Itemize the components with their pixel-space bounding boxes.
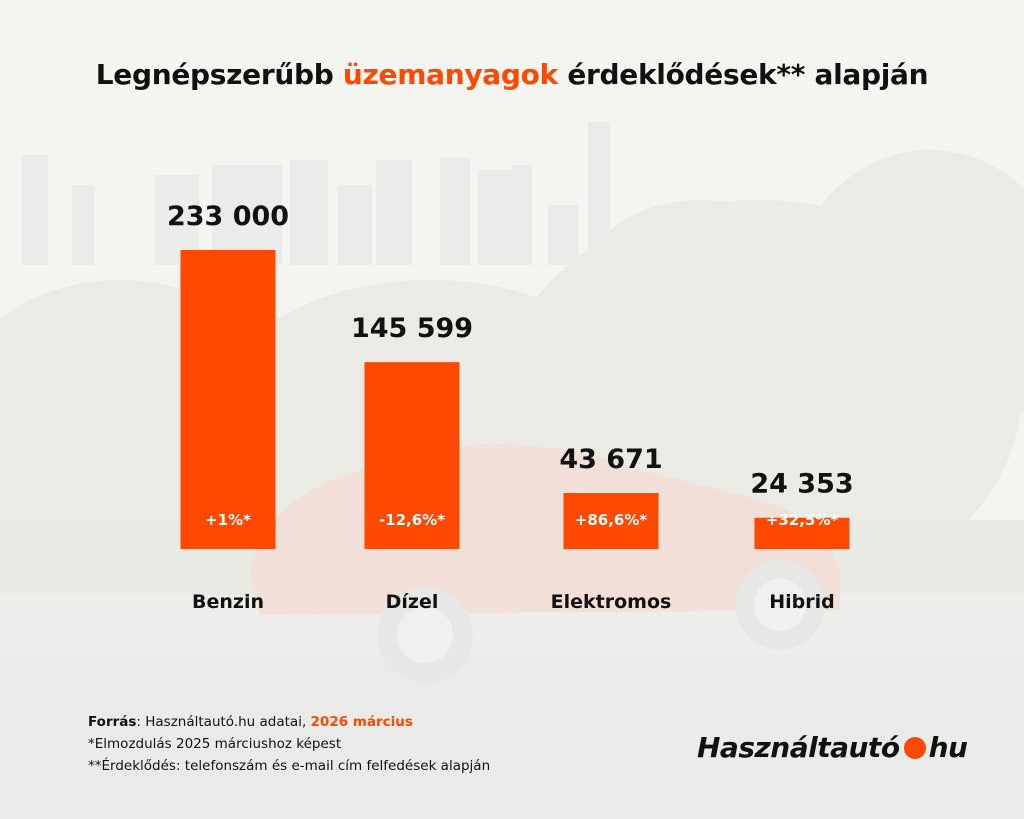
source-text: : Használtautó.hu adatai, bbox=[136, 714, 311, 730]
bar-3 bbox=[754, 517, 850, 549]
source-label: Forrás bbox=[88, 714, 137, 730]
value-label-2: 43 671 bbox=[559, 444, 662, 475]
title-before: Legnépszerűbb bbox=[95, 58, 343, 91]
chart-title: Legnépszerűbb üzemanyagok érdeklődések**… bbox=[0, 58, 1024, 91]
category-label-0: Benzin bbox=[192, 591, 264, 613]
logo-right: hu bbox=[928, 731, 968, 764]
footnote-change: *Elmozdulás 2025 márciushoz képest bbox=[88, 736, 342, 752]
title-after: érdeklődések** alapján bbox=[557, 58, 929, 91]
footnote-interest: **Érdeklődés: telefonszám és e-mail cím … bbox=[88, 758, 491, 774]
change-label-0: +1%* bbox=[205, 511, 251, 529]
category-label-1: Dízel bbox=[386, 591, 439, 613]
category-label-3: Hibrid bbox=[769, 591, 835, 613]
title-highlight: üzemanyagok bbox=[342, 58, 558, 91]
value-label-0: 233 000 bbox=[167, 201, 289, 232]
source-line: Forrás: Használtautó.hu adatai, 2026 már… bbox=[88, 714, 490, 730]
bar-2 bbox=[563, 492, 659, 549]
logo-dot-icon bbox=[903, 736, 926, 759]
source-date: 2026 március bbox=[310, 714, 413, 730]
change-label-3: +32,5%* bbox=[766, 511, 839, 529]
bar-1 bbox=[364, 362, 460, 549]
logo-left: Használtautó bbox=[697, 731, 900, 764]
bar-0 bbox=[180, 250, 276, 549]
value-label-1: 145 599 bbox=[351, 313, 473, 344]
change-label-1: -12,6%* bbox=[379, 511, 445, 529]
hasznaltauto-logo: Használtautó hu bbox=[697, 731, 968, 764]
value-label-3: 24 353 bbox=[750, 469, 853, 500]
change-label-2: +86,6%* bbox=[575, 511, 648, 529]
category-label-2: Elektromos bbox=[551, 591, 672, 613]
footer-notes: Forrás: Használtautó.hu adatai, 2026 már… bbox=[88, 714, 490, 780]
